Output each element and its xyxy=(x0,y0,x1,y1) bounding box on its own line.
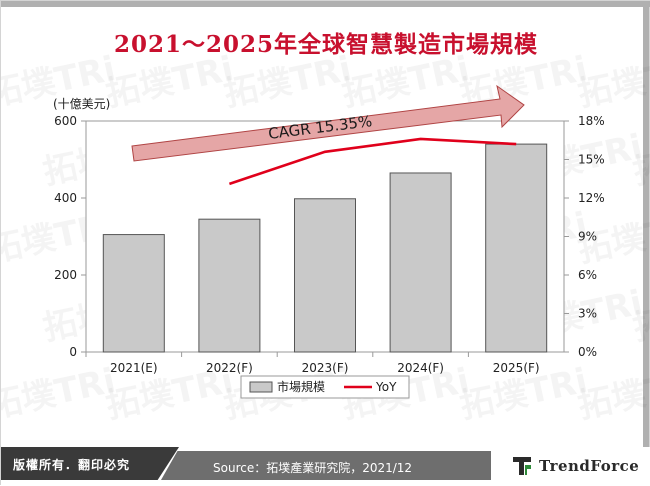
left-tick-label: 600 xyxy=(54,114,77,128)
right-tick-label: 9% xyxy=(578,230,597,244)
left-tick-label: 200 xyxy=(54,268,77,282)
right-tick-label: 6% xyxy=(578,268,597,282)
x-tick-label: 2025(F) xyxy=(493,361,540,375)
watermark-text: 拓墣TRi xyxy=(221,49,356,115)
right-tick-label: 12% xyxy=(578,191,605,205)
x-tick-label: 2021(E) xyxy=(110,361,157,375)
x-tick-label: 2023(F) xyxy=(302,361,349,375)
watermark-text: 拓墣TRi xyxy=(1,361,119,427)
left-tick-label: 400 xyxy=(54,191,77,205)
legend-line-label: YoY xyxy=(375,380,397,394)
rights-text: 版權所有．翻印必究 xyxy=(13,458,131,472)
bar-series xyxy=(102,143,548,353)
top-border-bar xyxy=(1,1,650,7)
legend: 市場規模 YoY xyxy=(240,375,410,399)
footer: 版權所有．翻印必究 Source：拓墣產業研究院，2021/12 TrendFo… xyxy=(1,447,650,486)
left-axis-ticks: 0 200 400 600 xyxy=(54,114,86,359)
x-tick-label: 2024(F) xyxy=(397,361,444,375)
trendforce-logo: TrendForce xyxy=(511,454,641,478)
right-border-bar xyxy=(643,1,649,451)
legend-box xyxy=(240,375,410,399)
bar xyxy=(485,143,548,353)
chart-title: 2021～2025年全球智慧製造市場規模 xyxy=(113,31,539,58)
right-tick-label: 15% xyxy=(578,153,605,167)
x-tick-label: 2022(F) xyxy=(206,361,253,375)
x-axis-labels: 2021(E) 2022(F) 2023(F) 2024(F) 2025(F) xyxy=(85,352,540,375)
watermark-text: 拓墣TRi xyxy=(575,49,650,115)
right-tick-label: 3% xyxy=(578,307,597,321)
bar xyxy=(389,172,452,353)
bar xyxy=(294,198,356,353)
right-tick-label: 18% xyxy=(578,114,605,128)
left-tick-label: 0 xyxy=(69,345,77,359)
bar xyxy=(198,218,261,353)
source-banner xyxy=(161,451,491,480)
bar xyxy=(102,234,165,353)
right-tick-label: 0% xyxy=(578,345,597,359)
right-axis-ticks: 0% 3% 6% 9% 12% 15% 18% xyxy=(564,114,605,359)
legend-bar-swatch xyxy=(249,381,273,393)
watermark-text: 拓墣TRi xyxy=(575,361,650,427)
cagr-arrow-shape xyxy=(131,84,525,162)
trendforce-logo-icon xyxy=(511,455,533,477)
source-text: Source：拓墣產業研究院，2021/12 xyxy=(213,461,413,475)
legend-bar-label: 市場規模 xyxy=(277,379,325,394)
watermark-text: 拓墣TRi xyxy=(103,49,238,115)
y-axis-unit-label: (十億美元) xyxy=(53,97,110,111)
yoy-line xyxy=(228,137,517,186)
chart-area: 拓墣TRi拓墣TRi拓墣TRi拓墣TRi拓墣TRi拓墣TRi拓墣TRi拓墣TRi… xyxy=(1,49,650,427)
rights-banner: 版權所有．翻印必究 xyxy=(1,447,179,480)
logo-wordmark: TrendForce xyxy=(539,457,640,475)
